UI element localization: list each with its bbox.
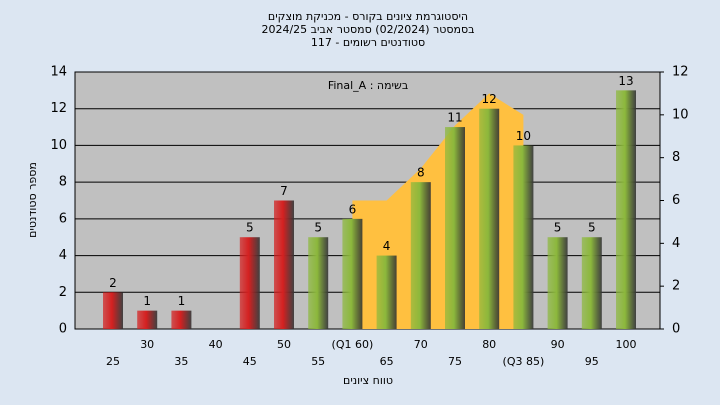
bar — [308, 237, 329, 329]
y2-tick-label: 8 — [672, 150, 680, 165]
y-tick-label: 12 — [50, 101, 67, 116]
data-label: 11 — [447, 111, 462, 125]
x-tick-label: 65 — [380, 355, 394, 368]
bar — [171, 310, 192, 329]
x-tick-label: 90 — [551, 338, 565, 351]
y-tick-label: 14 — [50, 65, 67, 80]
bar — [479, 108, 500, 329]
bar — [410, 182, 431, 329]
x-tick-label: 45 — [243, 355, 257, 368]
y2-tick-label: 12 — [672, 65, 689, 80]
x-tick-label: 100 — [616, 338, 637, 351]
y-tick-label: 6 — [59, 211, 67, 226]
data-label: 4 — [383, 239, 391, 253]
data-label: 5 — [554, 221, 562, 235]
data-label: 5 — [314, 221, 322, 235]
data-label: 12 — [482, 92, 497, 106]
data-label: 6 — [349, 202, 357, 216]
data-label: 2 — [109, 276, 117, 290]
x-tick-label: 95 — [585, 355, 599, 368]
y2-tick-label: 2 — [672, 279, 680, 294]
x-tick-label: 80 — [482, 338, 496, 351]
bar — [616, 90, 636, 329]
bar — [445, 127, 465, 329]
chart-subtitle: בסמסטר (02/2024) סמסטר אביב 2024/25 — [261, 23, 474, 36]
bar — [547, 237, 568, 329]
y2-tick-label: 0 — [672, 322, 680, 337]
y2-tick-label: 10 — [672, 107, 689, 122]
bar — [513, 145, 534, 329]
x-tick-label: 35 — [174, 355, 188, 368]
y-tick-label: 0 — [59, 322, 67, 337]
y-tick-label: 10 — [50, 138, 67, 153]
y2-tick-label: 4 — [672, 236, 680, 251]
data-label: 5 — [588, 221, 596, 235]
bar — [239, 237, 260, 329]
x-tick-label: 25 — [106, 355, 120, 368]
x-tick-label: 30 — [140, 338, 154, 351]
data-label: 8 — [417, 166, 425, 180]
chart-subtitle: סטודנטים רשומים - 117 — [311, 36, 425, 49]
y-tick-label: 8 — [59, 175, 67, 190]
x-tick-label: 75 — [448, 355, 462, 368]
y-tick-label: 4 — [59, 248, 67, 263]
data-label: 5 — [246, 221, 254, 235]
x-axis-title: טווח ציונים — [343, 374, 393, 387]
y2-tick-label: 6 — [672, 193, 680, 208]
x-tick-label: 55 — [311, 355, 325, 368]
data-label: 1 — [178, 294, 186, 308]
bar — [581, 237, 602, 329]
data-label: 10 — [516, 129, 531, 143]
bar — [376, 255, 397, 329]
bar — [274, 200, 294, 329]
data-label: 7 — [280, 184, 288, 198]
annotation: בשימה : Final_A — [328, 79, 408, 92]
bar — [137, 310, 158, 329]
x-tick-label: 70 — [414, 338, 428, 351]
chart-title: היסטוגרמת ציונים בקורס - מכניקת מוצקים — [268, 10, 468, 23]
data-label: 1 — [143, 294, 151, 308]
y-axis-title: מספר סטודנטים — [26, 162, 39, 238]
y-tick-label: 2 — [59, 285, 67, 300]
x-tick-label: 40 — [209, 338, 223, 351]
bar — [342, 218, 363, 329]
bar — [103, 292, 123, 329]
data-label: 13 — [618, 74, 633, 88]
x-tick-label: (Q1 60) — [332, 338, 374, 351]
x-tick-label: 50 — [277, 338, 291, 351]
x-tick-label: (Q3 85) — [503, 355, 545, 368]
